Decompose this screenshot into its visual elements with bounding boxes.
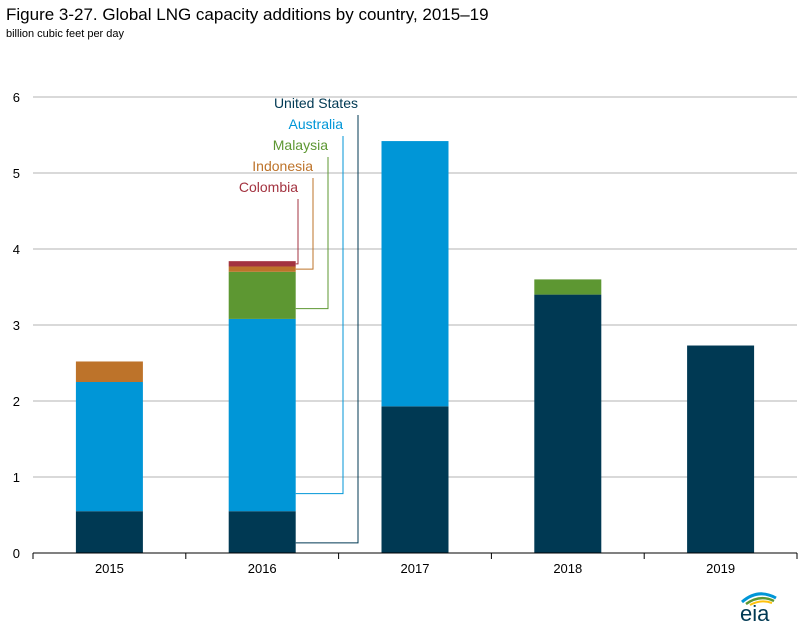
legend-label-indonesia: Indonesia	[252, 158, 313, 174]
legend-label-united-states: United States	[274, 95, 358, 111]
y-tick-label: 2	[13, 394, 20, 409]
x-axis-ticks: 2015 2016 2017 2018 2019	[95, 561, 735, 576]
logo-arc-green	[745, 596, 775, 606]
x-tick-label: 2018	[553, 561, 582, 576]
y-tick-label: 3	[13, 318, 20, 333]
legend-leader-lines	[295, 115, 359, 544]
logo-arc-yellow	[749, 600, 773, 606]
bar-united-states-2018	[534, 294, 602, 553]
bar-indonesia-2015	[75, 361, 143, 382]
logo-text: eia	[740, 601, 770, 624]
y-tick-label: 6	[13, 90, 20, 105]
x-axis	[32, 552, 798, 559]
y-axis-ticks: 0 1 2 3 4 5 6	[13, 90, 20, 561]
bar-australia-2016	[228, 318, 296, 512]
leader-line-united-states	[295, 115, 359, 544]
legend-label-australia: Australia	[289, 116, 344, 132]
x-tick-label: 2019	[706, 561, 735, 576]
leader-line-colombia	[295, 199, 299, 265]
bar-united-states-2015	[75, 511, 143, 553]
bars	[75, 141, 755, 553]
bar-united-states-2016	[228, 511, 296, 553]
bar-malaysia-2018	[534, 279, 602, 295]
legend-label-colombia: Colombia	[239, 179, 298, 195]
legend-labels: United States Australia Malaysia Indonesia C…	[239, 95, 358, 195]
logo-arc-blue	[741, 592, 777, 604]
leader-line-malaysia	[295, 157, 329, 310]
x-tick-label: 2015	[95, 561, 124, 576]
y-tick-label: 0	[13, 546, 20, 561]
x-tick-label: 2016	[248, 561, 277, 576]
y-tick-label: 4	[13, 242, 20, 257]
bar-australia-2015	[75, 382, 143, 512]
y-tick-label: 1	[13, 470, 20, 485]
eia-logo: eia	[728, 588, 788, 626]
chart-subtitle: billion cubic feet per day	[6, 28, 125, 40]
bar-australia-2017	[381, 141, 449, 407]
x-tick-label: 2017	[401, 561, 430, 576]
y-tick-label: 5	[13, 166, 20, 181]
legend-label-malaysia: Malaysia	[273, 137, 328, 153]
bar-indonesia-2016	[228, 266, 296, 272]
bar-united-states-2017	[381, 406, 449, 553]
bar-malaysia-2016	[228, 271, 296, 319]
bar-united-states-2019	[687, 345, 755, 553]
bar-colombia-2016	[228, 261, 296, 267]
chart-title: Figure 3-27. Global LNG capacity additio…	[6, 5, 489, 24]
leader-line-australia	[295, 136, 344, 495]
leader-line-indonesia	[295, 178, 314, 270]
